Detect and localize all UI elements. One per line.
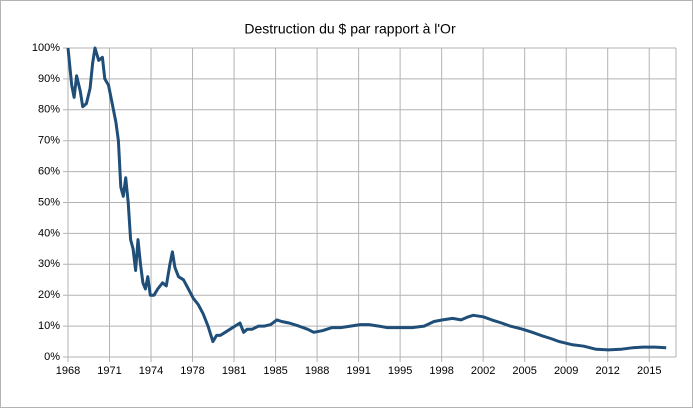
y-tick-label: 100% (32, 42, 60, 54)
x-tick-label: 2005 (512, 365, 536, 377)
x-tick-label: 1985 (263, 365, 287, 377)
x-tick-label: 1998 (429, 365, 453, 377)
data-line (66, 46, 667, 352)
y-tick-label: 10% (38, 320, 60, 332)
x-tick-label: 1981 (222, 365, 246, 377)
y-tick-label: 70% (38, 135, 60, 147)
y-tick-label: 0% (44, 351, 60, 363)
x-tick-label: 1995 (388, 365, 412, 377)
chart-title: Destruction du $ par rapport à l'Or (244, 21, 456, 37)
x-tick-label: 1968 (56, 365, 80, 377)
y-tick-label: 40% (38, 227, 60, 239)
x-tick-label: 1991 (346, 365, 370, 377)
y-tick-label: 20% (38, 289, 60, 301)
y-tick-label: 60% (38, 166, 60, 178)
x-tick-label: 1988 (305, 365, 329, 377)
x-tick-label: 2009 (554, 365, 578, 377)
x-tick-label: 1978 (180, 365, 204, 377)
x-tick-label: 2012 (595, 365, 619, 377)
y-tick-label: 50% (38, 196, 60, 208)
x-tick-label: 2015 (637, 365, 661, 377)
y-tick-label: 90% (38, 73, 60, 85)
x-tick-label: 1971 (97, 365, 121, 377)
y-tick-label: 80% (38, 104, 60, 116)
x-tick-label: 2002 (471, 365, 495, 377)
x-tick-label: 1974 (139, 365, 163, 377)
y-tick-label: 30% (38, 258, 60, 270)
